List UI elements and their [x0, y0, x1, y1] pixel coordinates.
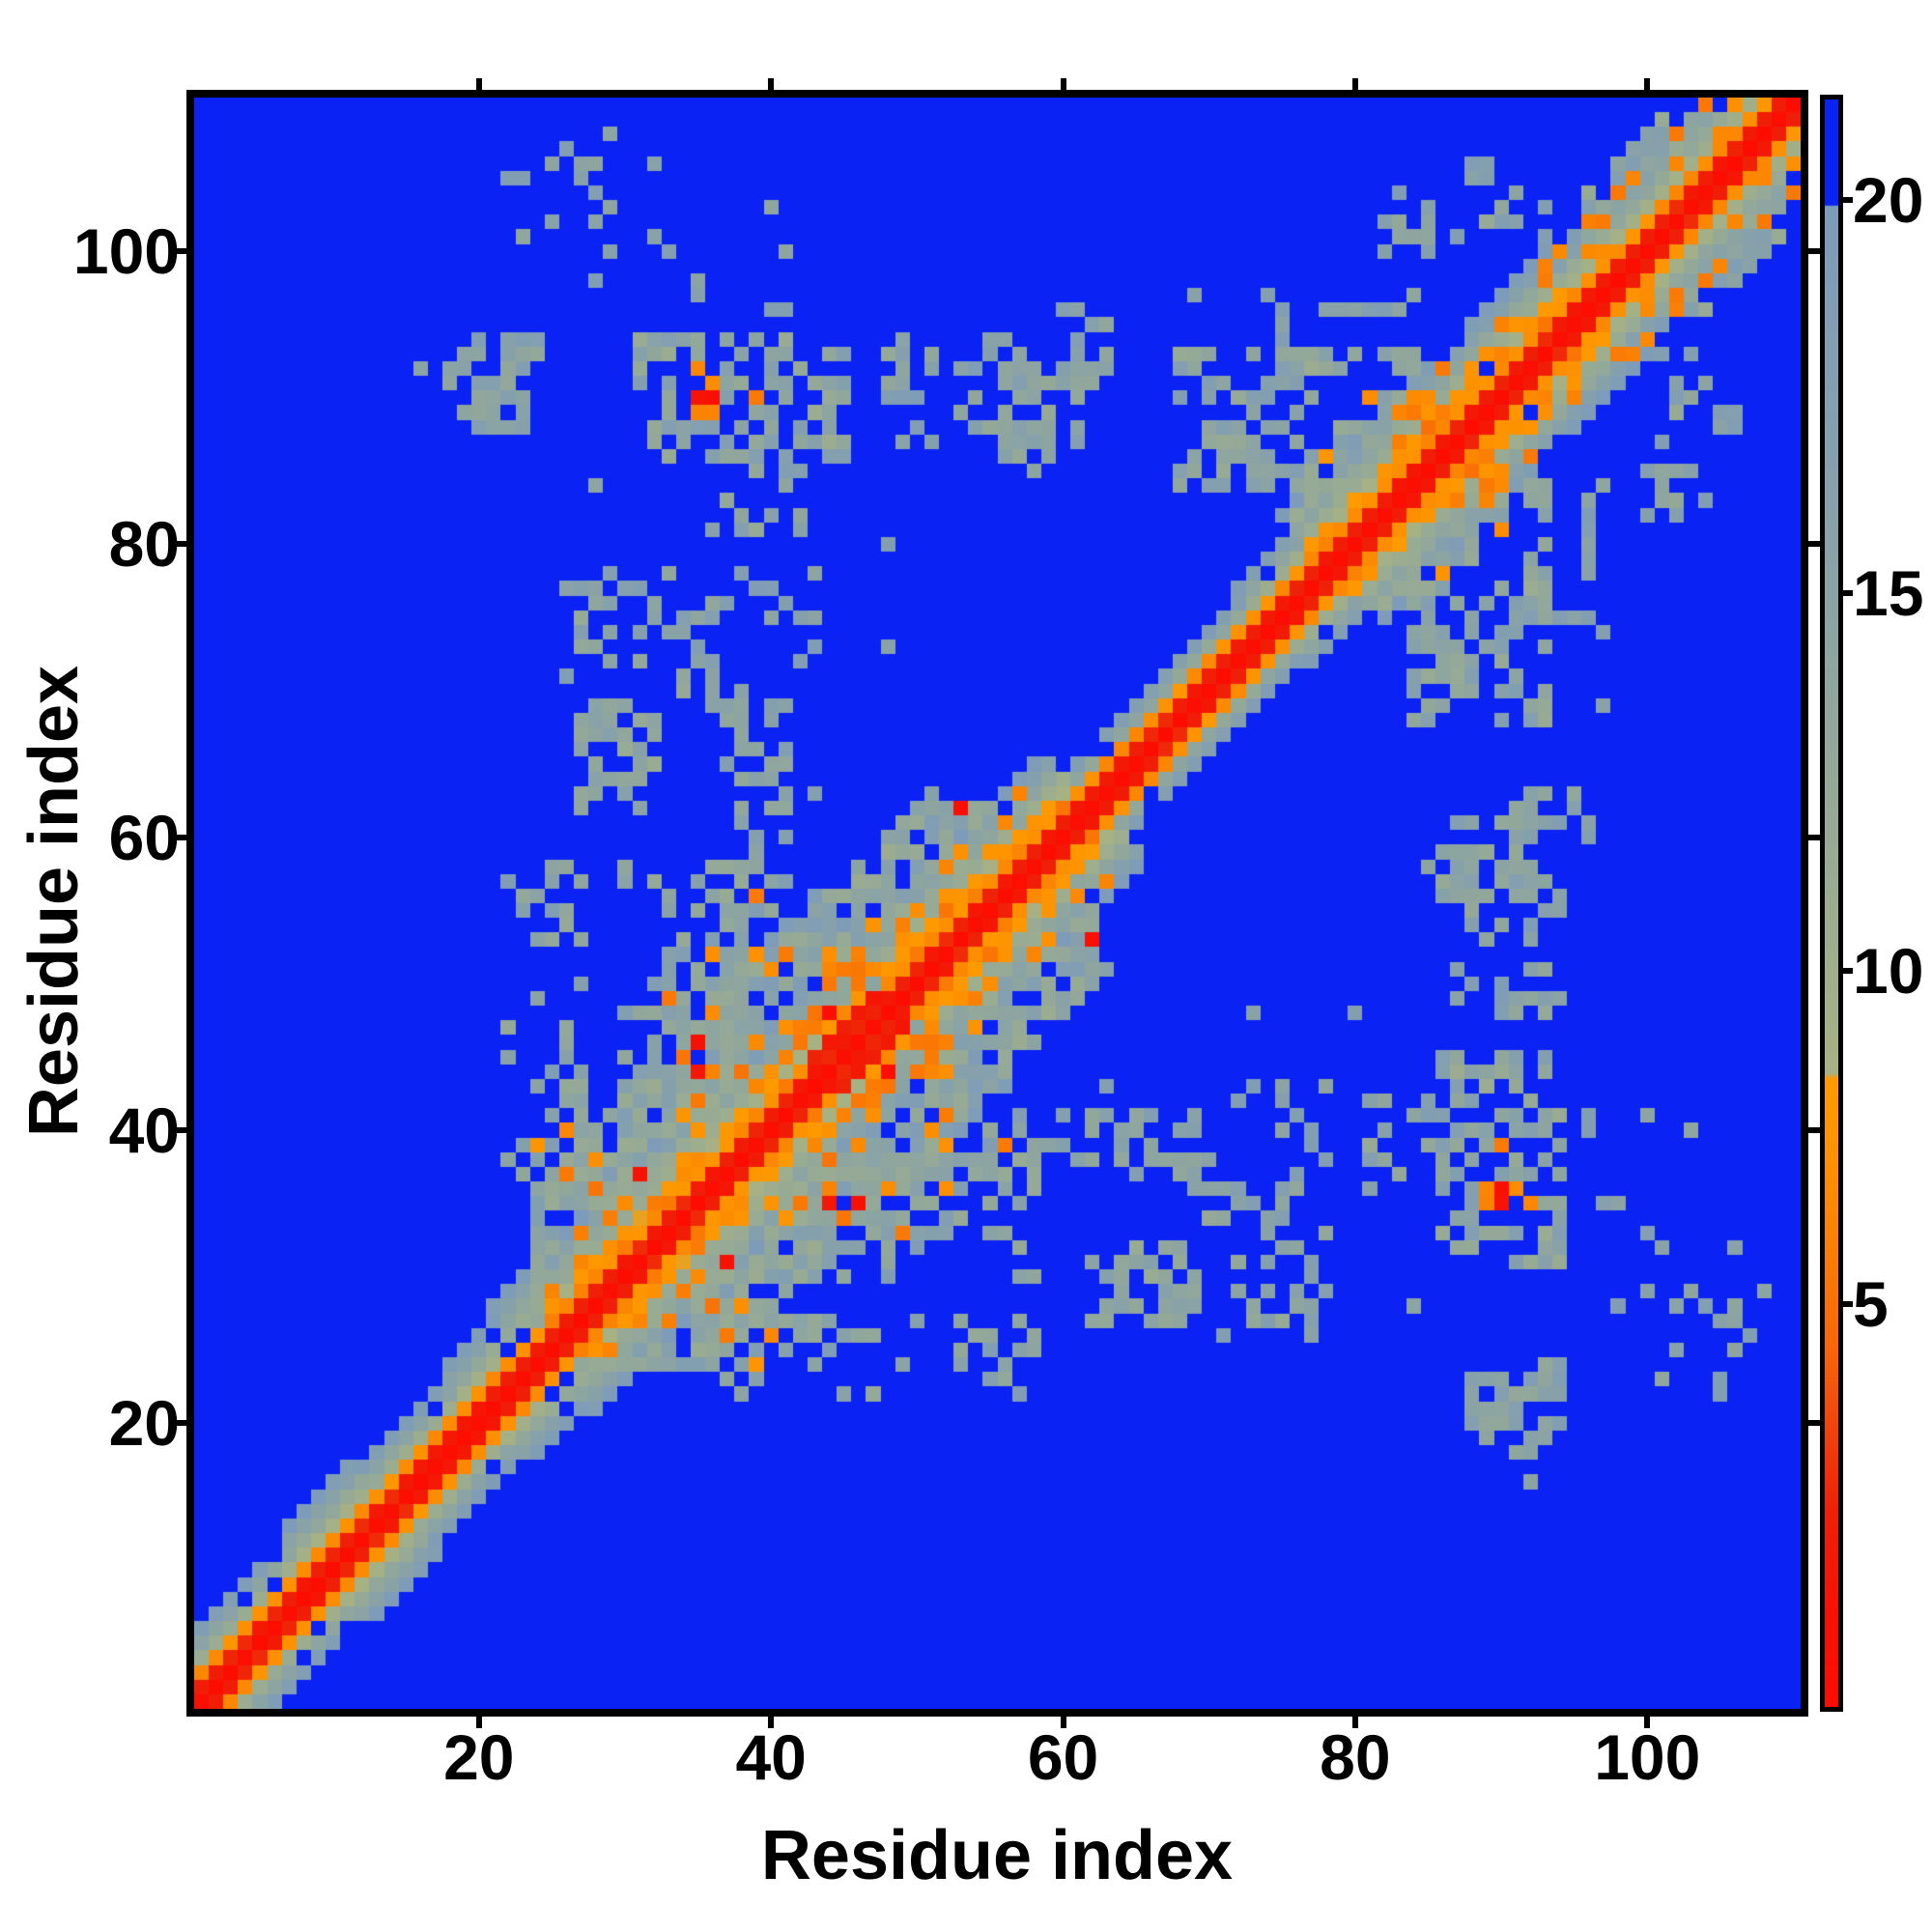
colorbar-tick — [1843, 1301, 1853, 1307]
colorbar — [1820, 95, 1843, 1712]
y-axis-tick-right — [1808, 248, 1820, 255]
y-axis-tick-left — [175, 1127, 186, 1134]
x-axis-title: Residue index — [760, 1817, 1234, 1894]
x-axis-tick-bottom — [1644, 1717, 1651, 1728]
x-axis-tick-top — [475, 78, 482, 90]
y-axis-tick-left — [175, 541, 186, 548]
colorbar-tick-label: 10 — [1853, 935, 1924, 1008]
x-axis-tick-top — [1060, 78, 1066, 90]
y-axis-tick-left — [175, 834, 186, 840]
x-axis-tick-bottom — [475, 1717, 482, 1728]
x-axis-tick-bottom — [768, 1717, 775, 1728]
y-axis-tick-right — [1808, 541, 1820, 548]
y-axis-tick-label: 60 — [108, 801, 180, 873]
x-axis-tick-bottom — [1351, 1717, 1358, 1728]
y-axis-tick-left — [175, 248, 186, 255]
x-axis-tick-top — [1351, 78, 1358, 90]
colorbar-tick — [1843, 197, 1853, 204]
x-axis-tick-label: 80 — [1320, 1721, 1391, 1793]
y-axis-tick-label: 80 — [108, 508, 180, 581]
y-axis-title: Residue index — [15, 665, 93, 1138]
x-axis-tick-label: 60 — [1027, 1721, 1099, 1793]
x-axis-tick-label: 100 — [1594, 1721, 1701, 1793]
colorbar-tick-label: 15 — [1853, 557, 1924, 630]
y-axis-tick-right — [1808, 834, 1820, 840]
y-axis-tick-label: 40 — [108, 1094, 180, 1167]
colorbar-tick-label: 20 — [1853, 164, 1924, 237]
colorbar-tick — [1843, 968, 1853, 975]
x-axis-tick-top — [1644, 78, 1651, 90]
x-axis-tick-label: 20 — [443, 1721, 515, 1793]
x-axis-tick-top — [768, 78, 775, 90]
x-axis-tick-label: 40 — [735, 1721, 807, 1793]
x-axis-tick-bottom — [1060, 1717, 1066, 1728]
y-axis-tick-left — [175, 1420, 186, 1427]
colorbar-tick-label: 5 — [1853, 1268, 1889, 1340]
colorbar-tick — [1843, 590, 1853, 597]
y-axis-tick-right — [1808, 1420, 1820, 1427]
y-axis-tick-label: 100 — [72, 215, 180, 288]
y-axis-tick-label: 20 — [108, 1387, 180, 1460]
y-axis-tick-right — [1808, 1127, 1820, 1134]
colorbar-gradient — [1825, 99, 1838, 1707]
distance-map-heatmap — [194, 98, 1801, 1709]
